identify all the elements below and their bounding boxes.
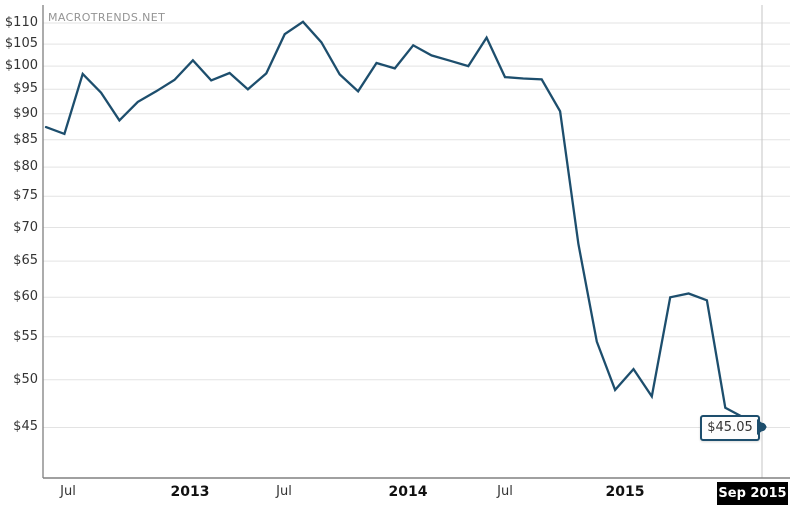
y-axis-label: $90 <box>13 105 38 121</box>
y-axis-label: $95 <box>13 81 38 97</box>
x-axis-label: 2015 <box>605 484 645 500</box>
x-axis-label: Jul <box>276 484 292 499</box>
crosshair-date-label: Sep 2015 <box>717 482 788 505</box>
price-line <box>44 20 764 429</box>
y-axis-label: $65 <box>13 253 38 269</box>
tooltip: $45.05 <box>700 415 760 441</box>
watermark: MACROTRENDS.NET <box>48 11 166 24</box>
y-axis-label: $100 <box>4 58 38 74</box>
y-axis-label: $110 <box>4 15 38 30</box>
y-axis-label: $45 <box>13 419 38 435</box>
y-axis-label: $70 <box>13 219 38 235</box>
y-axis-label: $60 <box>13 289 38 305</box>
y-axis-label: $55 <box>13 328 38 344</box>
y-axis-label: $85 <box>13 131 38 147</box>
x-axis-label: 2014 <box>388 484 428 500</box>
y-axis-label: $80 <box>13 159 38 175</box>
tooltip-arrow-icon <box>757 419 767 435</box>
x-axis-label: 2013 <box>170 484 210 500</box>
y-axis-label: $105 <box>4 36 38 52</box>
y-axis-label: $50 <box>13 371 38 387</box>
x-axis-label: Jul <box>497 484 513 499</box>
x-axis-label: Jul <box>60 484 76 499</box>
y-axis-label: $75 <box>13 188 38 204</box>
